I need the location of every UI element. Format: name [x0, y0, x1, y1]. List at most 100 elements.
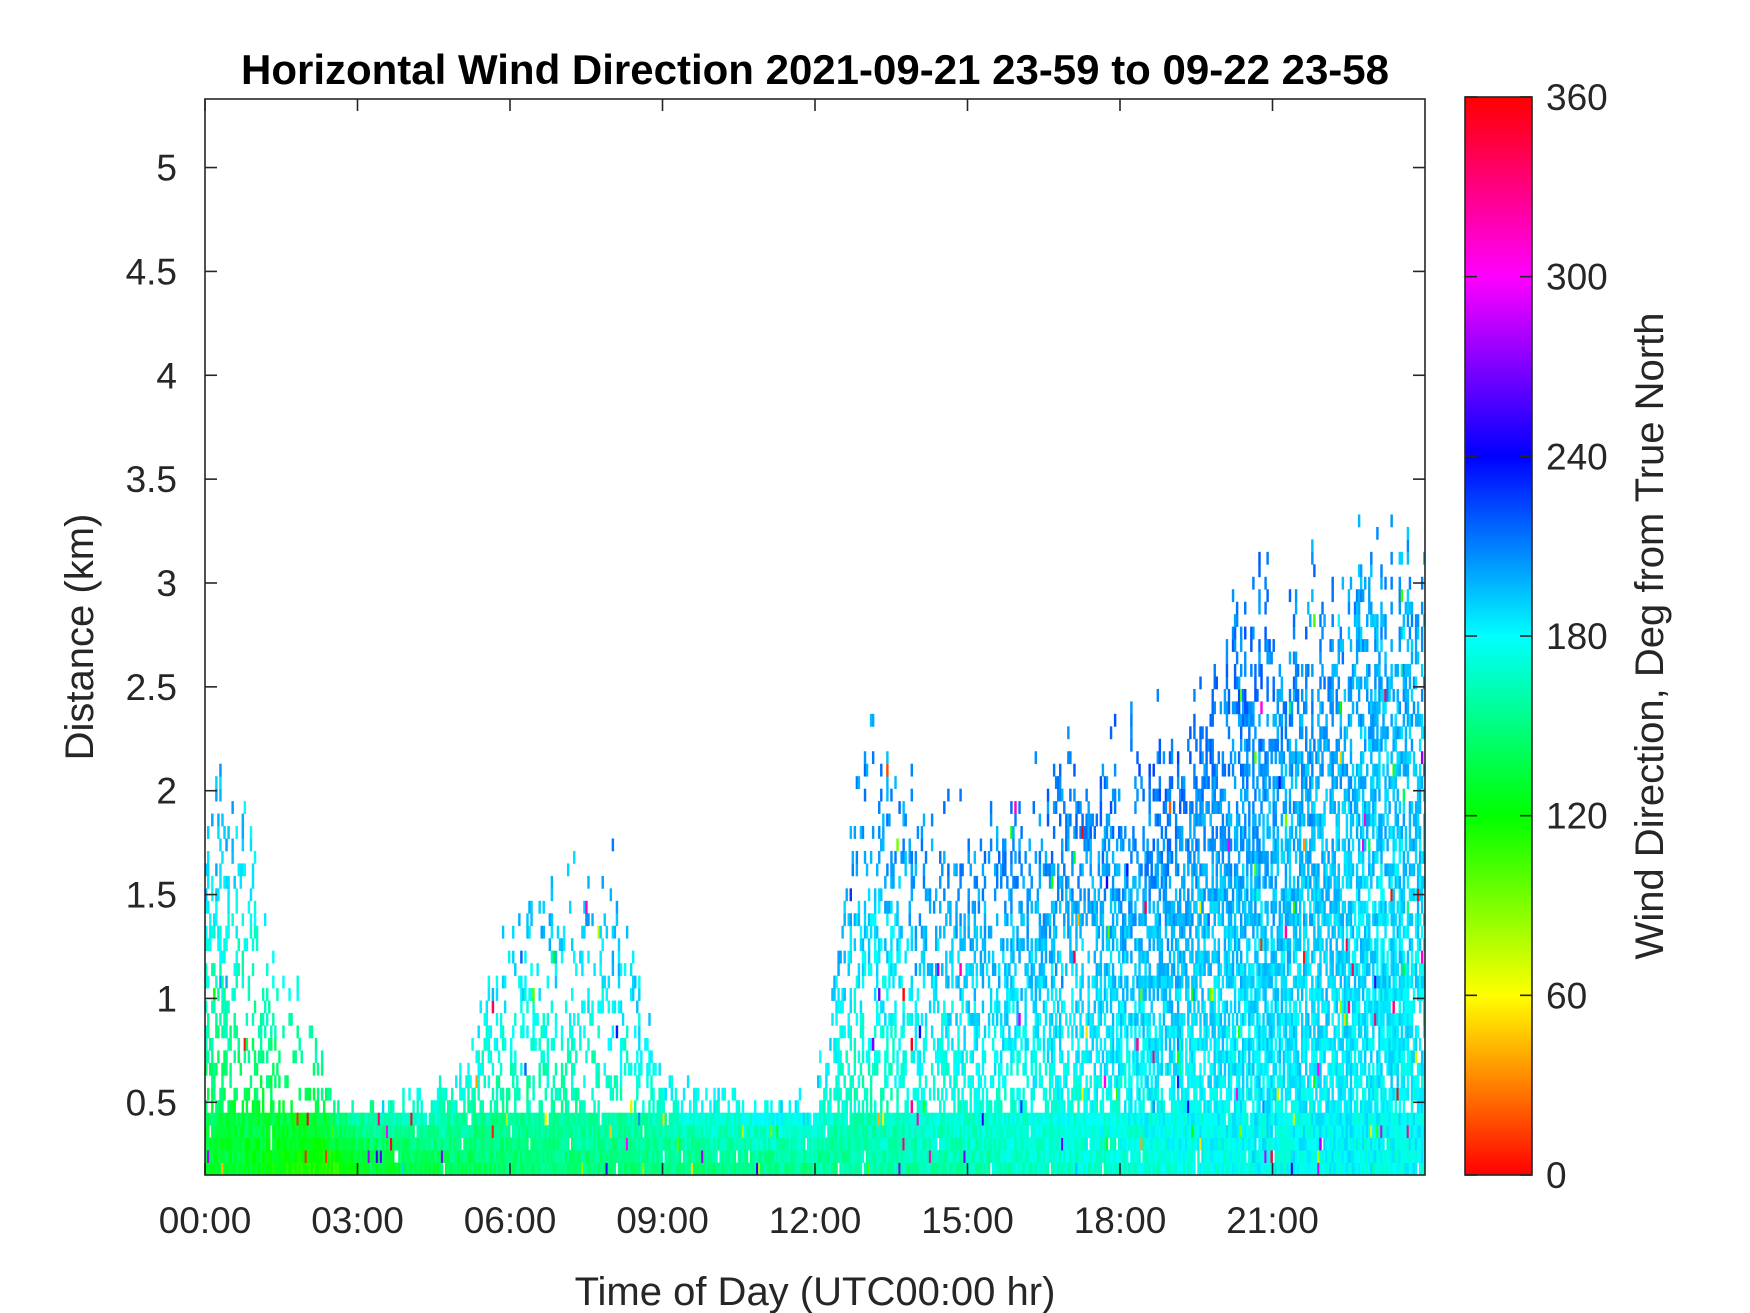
heatmap-cell [235, 1150, 238, 1163]
heatmap-cell [1178, 913, 1182, 927]
heatmap-cell [1054, 900, 1058, 914]
heatmap-cell [766, 1112, 769, 1126]
heatmap-cell [1148, 1037, 1151, 1051]
heatmap-cell [609, 1037, 613, 1051]
heatmap-cell [1042, 1087, 1046, 1101]
heatmap-cell [1168, 875, 1172, 889]
heatmap-cell [1061, 1125, 1064, 1139]
heatmap-cell [898, 1150, 901, 1163]
heatmap-cell [497, 1075, 501, 1089]
heatmap-cell [566, 1125, 570, 1139]
heatmap-cell [1056, 888, 1060, 902]
heatmap-cell [223, 1125, 226, 1139]
heatmap-cell [591, 913, 594, 927]
heatmap-cell [930, 1150, 934, 1163]
heatmap-cell [806, 1162, 810, 1175]
heatmap-cell [587, 1137, 590, 1151]
heatmap-cell [1109, 726, 1113, 740]
heatmap-cell [623, 1112, 627, 1126]
heatmap-cell [1174, 1112, 1178, 1126]
heatmap-cell [302, 1125, 306, 1139]
heatmap-cell [550, 1112, 554, 1126]
heatmap-cell [1183, 1087, 1186, 1101]
heatmap-cell [884, 900, 887, 914]
heatmap-cell [1014, 1025, 1017, 1039]
heatmap-cell [963, 1025, 966, 1039]
heatmap-cell [296, 1162, 299, 1175]
heatmap-cell [245, 1125, 249, 1139]
heatmap-cell [1077, 1000, 1080, 1014]
heatmap-cell [261, 988, 265, 1001]
heatmap-cell [658, 1150, 661, 1163]
heatmap-cell [416, 1137, 419, 1151]
heatmap-cell [699, 1137, 702, 1151]
heatmap-cell [316, 1137, 320, 1151]
heatmap-cell [316, 1087, 320, 1101]
heatmap-cell [495, 1037, 499, 1051]
heatmap-cell [1006, 1037, 1009, 1051]
heatmap-cell [1010, 950, 1013, 964]
heatmap-cell [721, 1125, 724, 1139]
heatmap-cell [351, 1125, 354, 1139]
heatmap-cell [880, 1125, 883, 1139]
heatmap-cell [800, 1162, 804, 1175]
heatmap-cell [1063, 801, 1066, 814]
heatmap-cell [536, 963, 539, 976]
heatmap-cell [1185, 938, 1188, 952]
heatmap-cell [536, 1150, 539, 1163]
heatmap-cell [819, 1075, 822, 1089]
heatmap-cell [1038, 863, 1042, 877]
heatmap-cell [1089, 1125, 1092, 1139]
heatmap-cell [1174, 826, 1178, 839]
heatmap-cell [865, 1112, 869, 1126]
heatmap-cell [613, 1000, 617, 1014]
heatmap-cell [274, 1112, 277, 1126]
heatmap-cell [1042, 1000, 1046, 1014]
heatmap-cell [910, 1150, 913, 1163]
heatmap-cell [983, 875, 987, 889]
heatmap-cell [672, 1100, 676, 1114]
heatmap-cell [729, 1150, 733, 1163]
heatmap-cell [503, 1150, 507, 1163]
heatmap-cell [1176, 1150, 1180, 1163]
heatmap-cell [1170, 963, 1174, 976]
heatmap-cell [973, 1000, 977, 1014]
heatmap-cell [1156, 1162, 1160, 1175]
heatmap-cell [1095, 1087, 1099, 1101]
heatmap-cell [1136, 1050, 1139, 1064]
heatmap-cell [229, 1150, 232, 1163]
heatmap-cell [886, 863, 889, 877]
heatmap-cell [892, 1162, 895, 1175]
heatmap-cell [1048, 1137, 1052, 1151]
heatmap-cell [943, 1137, 946, 1151]
heatmap-cell [853, 826, 857, 839]
heatmap-cell [514, 1125, 517, 1139]
heatmap-cell [674, 1100, 678, 1114]
heatmap-cell [1085, 1087, 1088, 1101]
heatmap-cell [526, 925, 529, 939]
heatmap-cell [587, 913, 590, 927]
heatmap-cell [253, 925, 257, 939]
heatmap-cell [1142, 888, 1145, 902]
heatmap-cell [365, 1162, 369, 1175]
heatmap-cell [1030, 938, 1033, 952]
heatmap-cell [520, 975, 523, 989]
heatmap-cell [898, 1112, 901, 1126]
heatmap-cell [1170, 1150, 1174, 1163]
heatmap-cell [231, 1125, 234, 1139]
heatmap-cell [873, 1100, 877, 1114]
heatmap-cell [1073, 850, 1076, 864]
heatmap-cell [1061, 788, 1064, 802]
heatmap-cell [357, 1112, 360, 1126]
heatmap-cell [1162, 863, 1166, 877]
heatmap-cell [1042, 975, 1046, 989]
heatmap-cell [1178, 1150, 1182, 1163]
heatmap-cell [888, 1150, 891, 1163]
heatmap-cell [451, 1162, 454, 1175]
heatmap-cell [499, 1012, 503, 1026]
heatmap-cell [884, 1125, 887, 1139]
heatmap-cell [1040, 938, 1044, 952]
heatmap-cell [404, 1125, 407, 1139]
heatmap-cell [489, 1125, 493, 1139]
heatmap-cell [656, 1112, 659, 1126]
